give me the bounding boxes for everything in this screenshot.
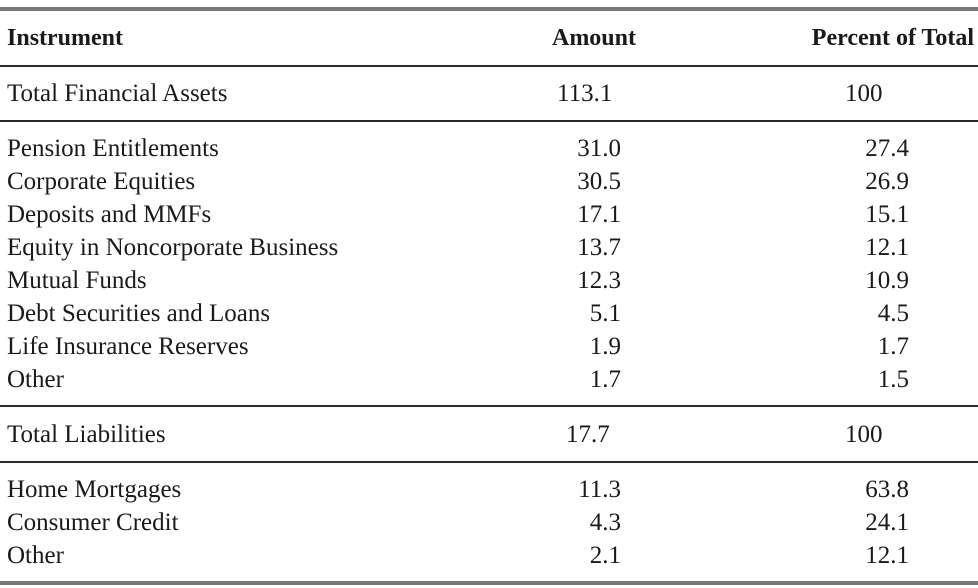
row-amount: 17.7 <box>566 421 610 448</box>
row-percent: 27.4 <box>865 135 909 162</box>
row-amount: 1.9 <box>589 333 621 360</box>
table-row: Other 1.7 1.5 <box>0 363 978 396</box>
header-amount: Amount <box>551 25 636 51</box>
row-amount: 11.3 <box>578 476 621 503</box>
row-name: Other <box>7 366 64 393</box>
header-rule <box>0 65 978 67</box>
row-percent: 1.5 <box>877 366 909 393</box>
row-name: Other <box>7 542 64 569</box>
table-row: Consumer Credit 4.3 24.1 <box>0 506 978 539</box>
table-row: Debt Securities and Loans 5.1 4.5 <box>0 297 978 330</box>
table-row: Mutual Funds 12.3 10.9 <box>0 264 978 297</box>
row-amount: 4.3 <box>589 509 621 536</box>
liabilities-top-rule <box>0 405 978 407</box>
assets-rule <box>0 120 978 122</box>
row-amount: 12.3 <box>577 267 621 294</box>
row-percent: 24.1 <box>865 509 909 536</box>
row-name: Pension Entitlements <box>7 135 219 162</box>
top-rule <box>0 7 978 11</box>
row-amount: 17.1 <box>577 201 621 228</box>
row-name: Mutual Funds <box>7 267 147 294</box>
bottom-rule <box>0 581 978 585</box>
table-row: Pension Entitlements 31.0 27.4 <box>0 132 978 165</box>
row-name: Corporate Equities <box>7 168 196 195</box>
row-amount: 5.1 <box>589 300 621 327</box>
table-row: Deposits and MMFs 17.1 15.1 <box>0 198 978 231</box>
row-percent: 63.8 <box>865 476 909 503</box>
table-row: Equity in Noncorporate Business 13.7 12.… <box>0 231 978 264</box>
row-amount: 2.1 <box>589 542 621 569</box>
row-name: Life Insurance Reserves <box>7 333 249 360</box>
table-row: Corporate Equities 30.5 26.9 <box>0 165 978 198</box>
header-instrument: Instrument <box>7 25 124 51</box>
assets-total-row: Total Financial Assets 113.1 100 <box>0 77 978 110</box>
row-percent: 100 <box>845 421 883 448</box>
row-name: Deposits and MMFs <box>7 201 212 228</box>
row-percent: 15.1 <box>865 201 909 228</box>
row-name: Equity in Noncorporate Business <box>7 234 339 261</box>
table-row: Life Insurance Reserves 1.9 1.7 <box>0 330 978 363</box>
row-percent: 12.1 <box>865 542 909 569</box>
row-percent: 12.1 <box>865 234 909 261</box>
row-percent: 10.9 <box>865 267 909 294</box>
row-amount: 1.7 <box>589 366 621 393</box>
row-amount: 31.0 <box>577 135 621 162</box>
row-percent: 4.5 <box>877 300 909 327</box>
header-row: Instrument Amount Percent of Total <box>0 22 978 55</box>
table-row: Home Mortgages 11.3 63.8 <box>0 473 978 506</box>
row-name: Debt Securities and Loans <box>7 300 271 327</box>
row-amount: 30.5 <box>577 168 621 195</box>
header-percent: Percent of Total <box>811 25 974 51</box>
row-percent: 26.9 <box>865 168 909 195</box>
row-name: Consumer Credit <box>7 509 179 536</box>
row-name: Total Financial Assets <box>7 80 228 107</box>
row-name: Total Liabilities <box>7 421 166 448</box>
row-amount: 113.1 <box>557 80 613 107</box>
liabilities-rule <box>0 461 978 463</box>
table-row: Other 2.1 12.1 <box>0 539 978 572</box>
row-percent: 100 <box>845 80 883 107</box>
liabilities-total-row: Total Liabilities 17.7 100 <box>0 418 978 451</box>
row-percent: 1.7 <box>877 333 909 360</box>
row-amount: 13.7 <box>577 234 621 261</box>
row-name: Home Mortgages <box>7 476 182 503</box>
